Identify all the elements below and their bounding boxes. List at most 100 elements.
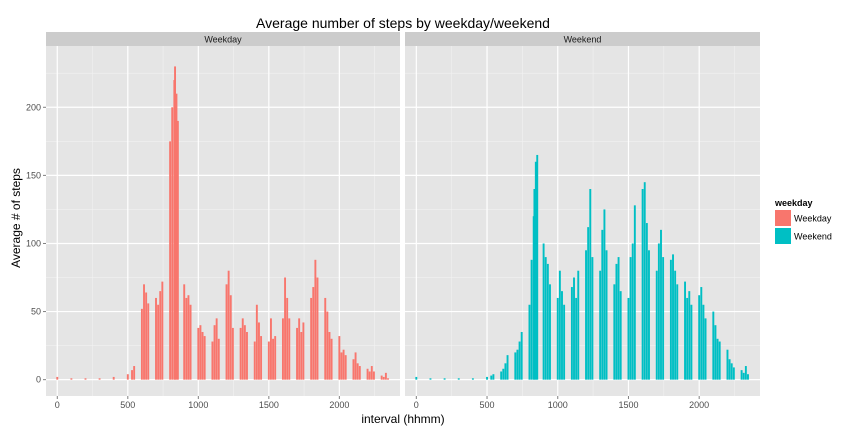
bar-weekend-2345: [747, 374, 749, 380]
legend-title: weekday: [774, 198, 813, 208]
bar-weekend-1400: [613, 284, 616, 380]
bar-weekday-2030: [342, 349, 345, 380]
legend-key-weekday: [775, 210, 791, 226]
facet-panel-weekday: Weekday 0 500 1000 1500 2000 0 50 100 150 200: [26, 32, 400, 410]
bar-weekend-2245: [732, 367, 735, 380]
bar-weekend-1200: [585, 250, 587, 380]
bar-weekend-2130: [716, 338, 719, 380]
bar-weekend-2315: [742, 372, 745, 380]
bar-weekday-2100: [352, 359, 355, 380]
bar-weekday-1630: [286, 297, 289, 380]
facet-strip-label: Weekend: [564, 35, 602, 45]
bar-weekend-1330: [603, 209, 606, 380]
bar-weekday-300: [98, 378, 101, 380]
bar-weekday-1815: [312, 287, 315, 380]
bar-weekday-2145: [358, 366, 361, 380]
bar-weekend-645: [506, 355, 509, 380]
bar-weekday-1145: [217, 338, 220, 380]
bar-weekday-400: [112, 376, 115, 380]
x-axis-label: interval (hhmm): [361, 412, 444, 426]
bar-weekday-1015: [199, 325, 202, 380]
y-tick-label: 0: [36, 375, 41, 385]
bar-weekday-200: [84, 378, 87, 380]
legend: weekday Weekday Weekend: [774, 198, 832, 244]
bar-weekday-2245: [372, 371, 375, 380]
bar-weekend-715: [516, 349, 519, 380]
bar-weekday-630: [145, 292, 148, 380]
bar-weekday-1830: [314, 259, 317, 380]
bar-weekend-1445: [619, 291, 622, 380]
bar-weekday-700: [155, 297, 157, 380]
bar-weekend-1800: [669, 259, 672, 380]
bar-weekend-1015: [558, 270, 561, 380]
x-tick-label: 1500: [259, 400, 279, 410]
bar-weekday-545: [133, 366, 136, 380]
bar-weekend-1845: [676, 284, 679, 380]
bar-weekday-1915: [326, 311, 329, 380]
bar-weekend-2030: [702, 304, 705, 380]
facet-panel-weekend: Weekend 0 500 1000 1500 2000: [405, 32, 760, 410]
bar-weekend-1715: [657, 243, 660, 380]
bar-weekend-1345: [605, 250, 608, 380]
bar-weekend-1900: [684, 281, 686, 380]
bar-weekday-1945: [330, 338, 333, 380]
bar-weekend-1815: [672, 254, 674, 380]
bar-weekday-1345: [246, 331, 248, 380]
bar-weekday-2200: [366, 368, 369, 380]
bar-weekend-2045: [704, 318, 707, 380]
legend-label-weekday: Weekday: [794, 214, 832, 224]
bar-weekday-815: [171, 107, 174, 380]
bar-weekend-2145: [718, 341, 721, 380]
bar-weekday-1315: [241, 318, 244, 380]
bar-weekday-1900: [324, 297, 327, 380]
bar-weekday-1745: [302, 322, 305, 380]
bar-weekend-2100: [712, 311, 715, 380]
bar-weekend-615: [502, 368, 505, 380]
bar-weekend-1515: [629, 257, 632, 380]
bar-weekend-745: [520, 331, 523, 380]
bar-weekday-1645: [288, 318, 291, 380]
y-tick-label: 100: [26, 238, 41, 248]
bar-weekday-900: [183, 284, 186, 380]
bar-weekday-1800: [310, 297, 313, 380]
bar-weekend-1530: [631, 243, 634, 380]
bar-weekend-1415: [615, 263, 618, 380]
bar-weekend-700: [514, 352, 517, 380]
bar-weekend-530: [490, 375, 493, 380]
y-tick-label: 200: [26, 102, 41, 112]
x-tick-label: 500: [480, 400, 495, 410]
bar-weekend-200: [443, 378, 446, 380]
y-tick-label: 50: [31, 307, 41, 317]
bar-weekday-2130: [356, 363, 359, 380]
bar-weekday-2015: [340, 352, 343, 380]
bar-weekend-1115: [573, 277, 575, 380]
bar-weekday-2300: [380, 375, 383, 380]
bar-weekend-815: [530, 259, 533, 380]
bar-weekend-2215: [728, 359, 731, 380]
bar-weekend-1645: [648, 250, 650, 380]
bar-weekday-1530: [272, 338, 275, 380]
bar-weekend-1045: [563, 304, 566, 380]
bar-weekend-1730: [660, 229, 662, 380]
bar-weekend-2000: [698, 295, 701, 380]
facet-strip: [405, 32, 760, 46]
x-tick-label: 0: [414, 400, 419, 410]
bar-weekday-2330: [384, 372, 387, 380]
bar-weekend-630: [504, 363, 507, 380]
bar-weekend-545: [492, 374, 495, 380]
bar-weekday-1000: [197, 327, 200, 380]
bar-weekday-615: [143, 284, 145, 380]
legend-label-weekend: Weekend: [794, 232, 832, 242]
bar-weekday-1130: [215, 318, 218, 380]
chart-title: Average number of steps by weekday/weeke…: [256, 15, 550, 31]
bar-weekday-1715: [298, 318, 301, 380]
bar-weekend-1915: [686, 297, 689, 380]
bar-weekend-1300: [599, 270, 602, 380]
bar-weekend-1030: [561, 291, 563, 380]
bar-weekend-0: [415, 376, 418, 380]
bar-weekday-500: [126, 374, 129, 380]
bar-weekday-2230: [370, 366, 373, 380]
bar-weekend-400: [471, 378, 474, 380]
bar-weekday-2045: [344, 355, 347, 380]
bar-weekend-1145: [577, 270, 580, 380]
